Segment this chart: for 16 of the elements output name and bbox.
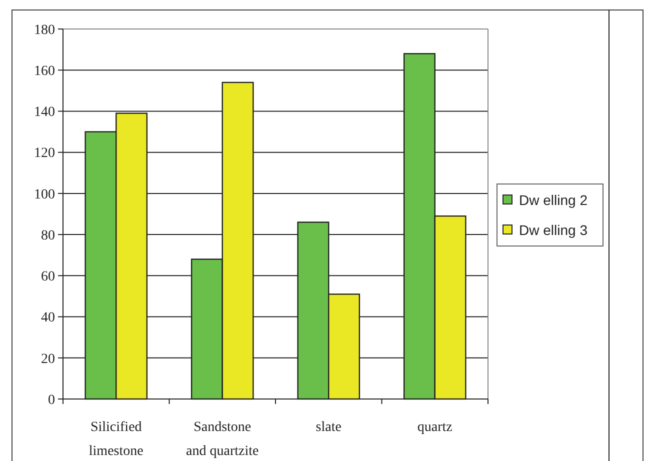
y-tick-label: 180 (34, 22, 55, 38)
y-tick-label: 120 (34, 146, 55, 162)
y-tick-label: 40 (41, 310, 55, 326)
x-tick-label: slate (316, 420, 342, 435)
y-tick-label: 20 (41, 352, 55, 367)
y-tick-label: 160 (34, 64, 55, 80)
legend-label: Dw elling 3 (519, 222, 588, 238)
y-tick-label: 80 (41, 228, 55, 244)
x-tick-label: Sandstone and quartzite (186, 420, 259, 459)
y-tick-label: 140 (34, 105, 55, 120)
y-tick-label: 100 (34, 187, 55, 202)
x-tick-label: quartz (417, 420, 452, 435)
y-tick-label: 0 (48, 392, 55, 408)
x-tick-label: Silicified limestone (88, 420, 144, 459)
y-tick-label: 60 (41, 270, 55, 285)
legend-label: Dw elling 2 (519, 192, 588, 208)
